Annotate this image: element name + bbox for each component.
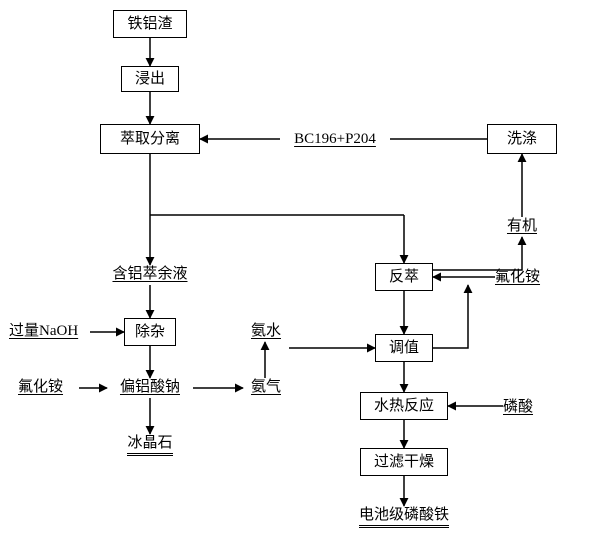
label-text: 偏铝酸钠: [120, 379, 180, 395]
label-organic: 有机: [495, 217, 549, 237]
label-text: 氟化铵: [18, 379, 63, 395]
node-label: 洗涤: [507, 130, 537, 148]
label-al-raffinate: 含铝萃余液: [95, 265, 205, 285]
node-label: 过滤干燥: [374, 453, 434, 471]
node-destrip: 反萃: [375, 263, 433, 291]
label-cryolite: 冰晶石: [120, 434, 180, 454]
label-text: 磷酸: [503, 399, 533, 415]
label-ammonia-water: 氨水: [243, 322, 289, 342]
label-naoh: 过量NaOH: [9, 322, 89, 342]
label-text: 氨气: [251, 379, 281, 395]
label-ammonia-gas: 氨气: [243, 378, 289, 398]
label-text: 有机: [507, 218, 537, 234]
label-na-aluminate: 偏铝酸钠: [107, 378, 193, 398]
node-washing: 洗涤: [487, 124, 557, 154]
label-nh4f-right: 氟化铵: [495, 268, 555, 288]
label-text: 过量NaOH: [9, 323, 78, 339]
node-filter-dry: 过滤干燥: [360, 448, 448, 476]
label-text: 氨水: [251, 323, 281, 339]
node-label: 水热反应: [374, 397, 434, 415]
label-text: BC196+P204: [294, 131, 376, 147]
label-text: 冰晶石: [127, 435, 172, 456]
node-label: 调值: [389, 339, 419, 357]
node-label: 铁铝渣: [127, 15, 172, 33]
node-adjust: 调值: [375, 334, 433, 362]
label-text: 含铝萃余液: [112, 266, 187, 282]
label-phos-acid: 磷酸: [503, 398, 549, 418]
node-hydrothermal: 水热反应: [360, 392, 448, 420]
node-label: 浸出: [135, 70, 165, 88]
node-iron-al-slag: 铁铝渣: [113, 10, 187, 38]
node-label: 萃取分离: [120, 130, 180, 148]
node-remove-imp: 除杂: [124, 318, 176, 346]
label-product: 电池级磷酸铁: [351, 506, 457, 526]
label-nh4f-left: 氟化铵: [18, 378, 78, 398]
node-label: 除杂: [135, 323, 165, 341]
label-text: 电池级磷酸铁: [359, 507, 449, 528]
node-label: 反萃: [389, 268, 419, 286]
label-bcp: BC196+P204: [280, 130, 390, 150]
node-extract-sep: 萃取分离: [100, 124, 200, 154]
node-leach: 浸出: [121, 66, 179, 92]
label-text: 氟化铵: [495, 269, 540, 285]
